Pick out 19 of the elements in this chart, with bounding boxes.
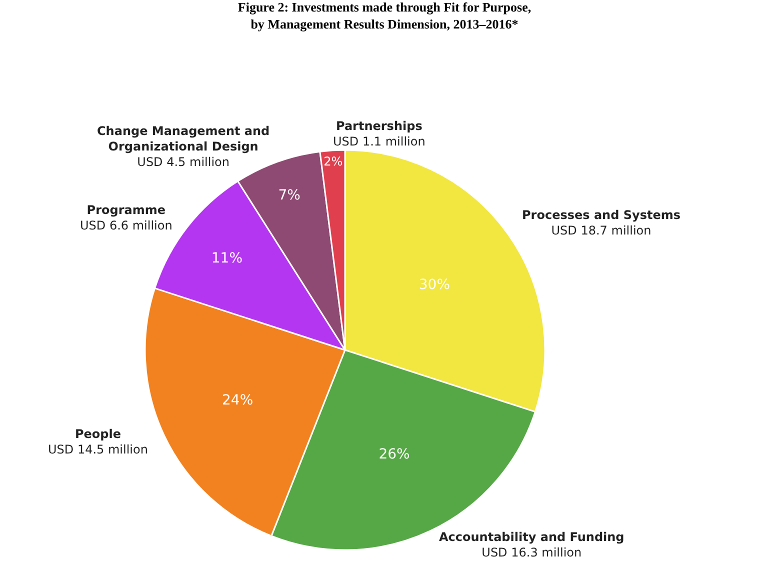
text: USD 4.5 million xyxy=(137,155,230,170)
data-label: 30% xyxy=(418,277,450,294)
data-label: 24% xyxy=(222,392,254,409)
data-label: 7% xyxy=(278,188,300,204)
data-label: 2% xyxy=(324,154,343,169)
data-label: 26% xyxy=(378,446,410,463)
text: USD 1.1 million xyxy=(333,134,426,149)
slice-label: Change Management and Organizational Design xyxy=(97,124,270,154)
slice-label: Partnerships xyxy=(336,119,422,133)
slice-label: Processes and Systems xyxy=(522,208,680,222)
text: USD 18.7 million xyxy=(551,224,652,238)
slice-label: People xyxy=(74,427,121,441)
slice-label: Accountability and Funding xyxy=(439,530,624,544)
text: USD 14.5 million xyxy=(48,442,148,457)
chart-title: Figure 2: Investments made through Fit for Purpose, by Management Results Dimension, 2013–2016* xyxy=(238,0,532,32)
text: USD 6.6 million xyxy=(80,218,172,233)
text: USD 16.3 million xyxy=(482,546,582,560)
data-label: 11% xyxy=(211,250,243,266)
slice-label: Programme xyxy=(86,203,166,217)
